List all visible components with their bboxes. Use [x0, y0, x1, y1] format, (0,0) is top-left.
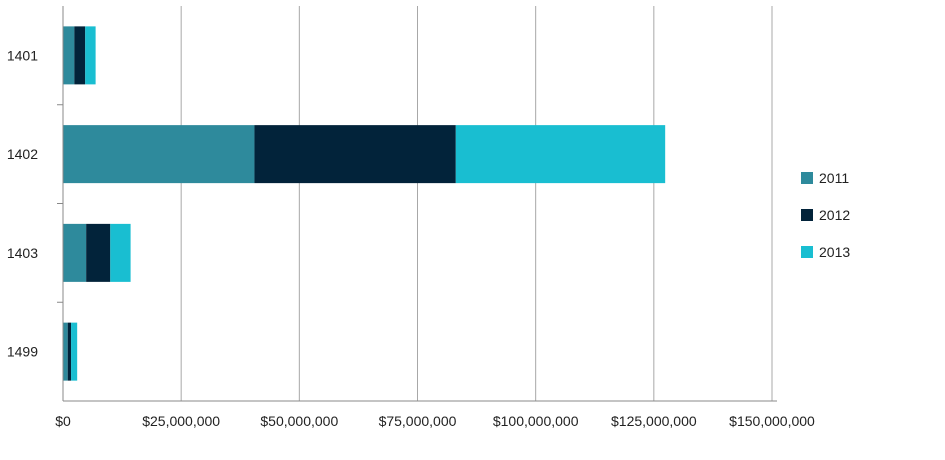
legend-label: 2013 [819, 244, 850, 260]
legend-swatch-2013 [801, 246, 813, 258]
bar-1499-2011 [63, 322, 68, 381]
x-tick-label: $150,000,000 [729, 413, 815, 429]
legend-label: 2012 [819, 207, 850, 223]
bar-1403-2012 [86, 223, 111, 282]
bar-1499-2012 [67, 322, 72, 381]
y-tick-label: 1401 [7, 47, 38, 63]
legend-swatch-2011 [801, 172, 813, 184]
y-tick-label: 1499 [7, 344, 38, 360]
bar-1403-2011 [63, 223, 87, 282]
legend-swatch-2012 [801, 209, 813, 221]
y-tick-label: 1403 [7, 245, 38, 261]
x-tick-label: $0 [55, 413, 71, 429]
bar-1402-2012 [254, 125, 456, 184]
bar-1401-2013 [85, 26, 96, 85]
bar-1403-2013 [110, 223, 131, 282]
x-tick-label: $25,000,000 [142, 413, 220, 429]
legend-label: 2011 [819, 170, 849, 186]
x-tick-label: $75,000,000 [379, 413, 457, 429]
bar-1402-2013 [455, 125, 666, 184]
y-tick-label: 1402 [7, 146, 38, 162]
x-tick-label: $50,000,000 [260, 413, 338, 429]
x-tick-label: $100,000,000 [493, 413, 579, 429]
bar-1401-2012 [74, 26, 86, 85]
bar-1402-2011 [63, 125, 255, 184]
bar-1401-2011 [63, 26, 75, 85]
x-tick-label: $125,000,000 [611, 413, 697, 429]
bar-1499-2013 [71, 322, 78, 381]
